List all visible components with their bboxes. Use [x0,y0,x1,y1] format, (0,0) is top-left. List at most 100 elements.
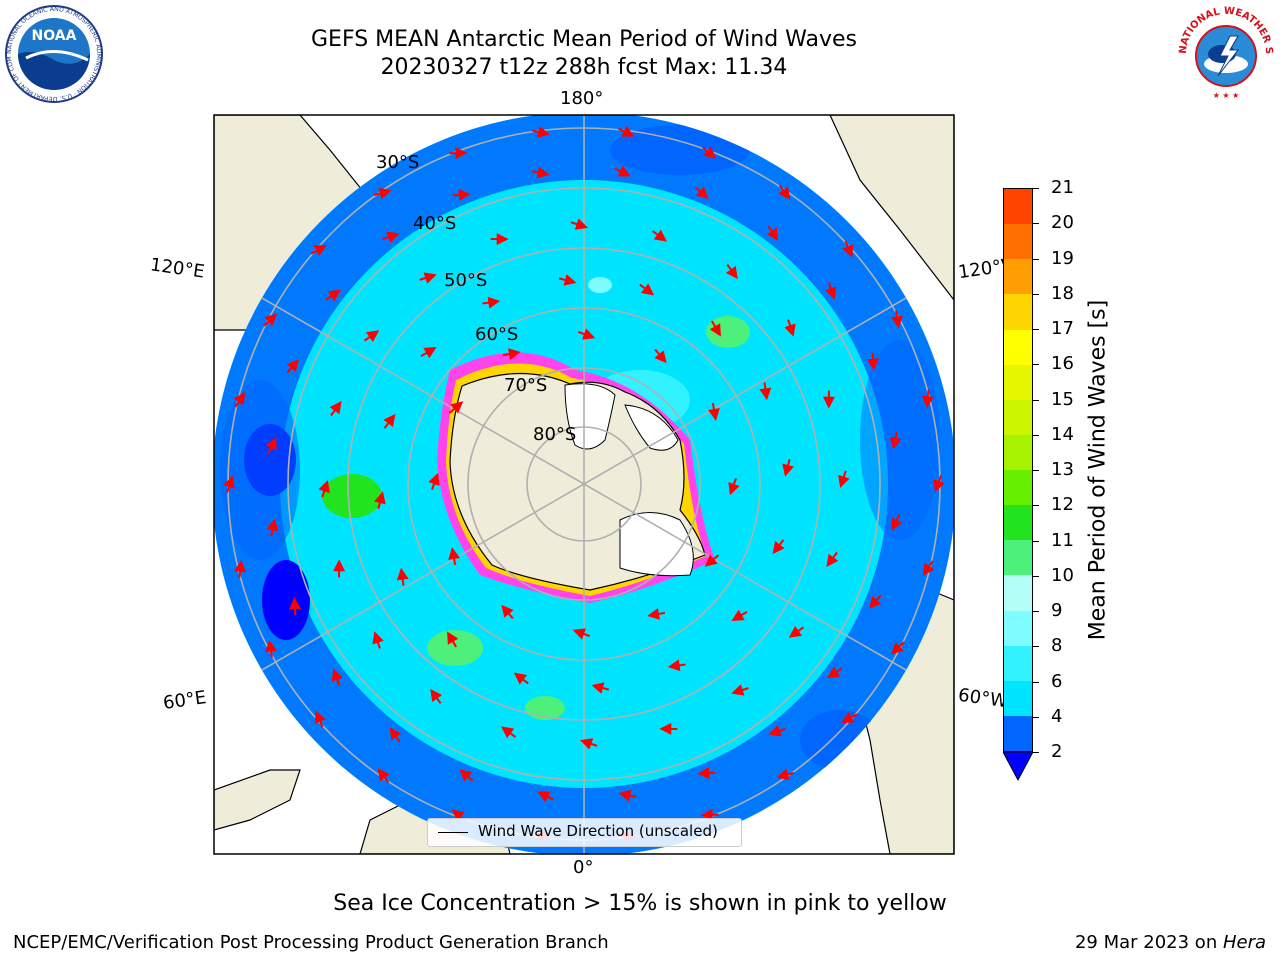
nws-logo: NATIONAL WEATHER SERVICE ★ ★ ★ [1172,0,1276,104]
wind-wave-arrow [618,125,635,137]
wind-wave-arrow [759,382,772,401]
wind-wave-arrow [310,245,327,257]
colorbar-tick-mark [1033,188,1039,189]
legend-line-icon [438,832,468,833]
wind-wave-arrow [707,402,720,421]
colorbar-tick-label: 9 [1051,600,1063,621]
wind-wave-arrow [373,187,392,200]
wind-wave-arrow [697,767,716,780]
wind-wave-arrow [531,166,550,179]
wind-wave-arrow [922,560,935,577]
wind-wave-arrow [618,789,637,802]
wind-wave-arrow [891,514,903,531]
lon-label-180: 180° [560,88,604,109]
colorbar-tick-label: 4 [1051,705,1063,727]
wind-wave-arrow [383,413,396,429]
footer-right: 29 Mar 2023 on Hera [1075,932,1266,953]
wind-wave-arrow [572,628,590,640]
colorbar-tick-label: 18 [1051,282,1074,304]
colorbar-extend-triangle [1003,752,1033,782]
wind-wave-arrow [223,475,235,493]
wind-wave-arrow [772,539,785,555]
wind-wave-arrow [389,726,402,743]
colorbar-tick-mark [1033,434,1039,436]
colorbar-bin [1004,329,1032,365]
wind-wave-arrow [654,348,667,364]
wind-wave-arrow [838,470,850,489]
colorbar-tick-mark [1033,470,1039,471]
footer-left: NCEP/EMC/Verification Post Processing Pr… [13,932,609,953]
colorbar-bin [1004,259,1032,295]
wind-wave-arrow [314,710,326,728]
wind-wave-arrow [265,437,277,454]
wind-wave-arrow [532,126,550,138]
colorbar-bin [1004,715,1032,751]
footer-date: 29 Mar 2023 on [1074,932,1223,953]
wind-wave-arrow [382,231,400,243]
wind-wave-arrow [890,641,905,655]
wind-wave-arrow [725,263,738,280]
wind-wave-arrow [921,390,934,409]
wind-wave-arrow [842,240,854,258]
wind-wave-arrow [396,567,409,586]
colorbar-bins [1003,188,1033,752]
colorbar-tick-mark [1033,540,1039,542]
legend: Wind Wave Direction (unscaled) [427,818,742,847]
wind-wave-arrow [447,631,459,648]
colorbar-tick-label: 13 [1051,459,1074,480]
wind-wave-arrow [377,768,390,784]
lat-label-50s: 50°S [444,270,488,291]
colorbar-bin [1004,505,1032,541]
wind-wave-arrow [768,725,786,737]
wind-wave-arrow [639,283,655,296]
colorbar-bin [1004,224,1032,260]
colorbar-tick-mark [1033,505,1039,507]
wind-wave-arrow [372,631,384,649]
chart-title: GEFS MEAN Antarctic Mean Period of Wind … [311,27,857,52]
colorbar-tick-mark [1033,575,1039,577]
wind-wave-arrow [363,330,380,343]
wind-wave-arrow [266,518,279,537]
wind-wave-arrow [459,768,474,782]
wind-wave-arrow [265,639,277,658]
wind-wave-arrow [579,738,598,750]
wind-wave-arrow [647,607,666,620]
footer-machine: Hera [1222,932,1266,953]
wind-wave-arrow [502,348,521,361]
wind-wave-arrow [482,296,501,309]
wind-wave-arrow [452,188,471,201]
wind-wave-arrow [731,609,748,621]
lat-label-30s: 30°S [376,152,420,173]
wind-wave-arrow [651,229,667,242]
colorbar-bin [1004,470,1032,506]
colorbar-tick-label: 21 [1051,177,1074,198]
wind-wave-arrow [286,359,300,374]
wind-wave-arrow [788,625,805,638]
wind-wave-arrow [234,559,247,578]
colorbar-tick-mark [1033,293,1039,295]
wind-wave-arrow [709,320,721,337]
wind-wave-arrow [868,594,882,609]
lon-label-0: 0° [573,857,594,878]
wind-wave-arrow [537,791,554,803]
wind-wave-arrow [728,478,740,496]
colorbar-bin [1004,575,1032,611]
legend-label: Wind Wave Direction (unscaled) [478,822,718,840]
wind-wave-arrow [826,666,843,679]
wind-wave-arrow [325,289,342,302]
wind-wave-arrow [667,659,686,672]
colorbar-tick-mark [1033,329,1039,330]
lat-label-60s: 60°S [475,324,519,345]
wind-wave-arrow [891,310,903,329]
wind-wave-arrow [704,554,720,567]
wind-wave-arrow [448,547,461,566]
wind-wave-arrow [782,458,794,477]
lat-label-80s: 80°S [533,424,577,445]
wind-wave-arrow [570,218,589,230]
colorbar-tick-label: 10 [1051,564,1074,586]
wind-wave-arrow [701,146,717,159]
wind-wave-arrow [826,551,839,567]
wind-wave-arrow [288,597,301,616]
colorbar-bin [1004,680,1032,716]
